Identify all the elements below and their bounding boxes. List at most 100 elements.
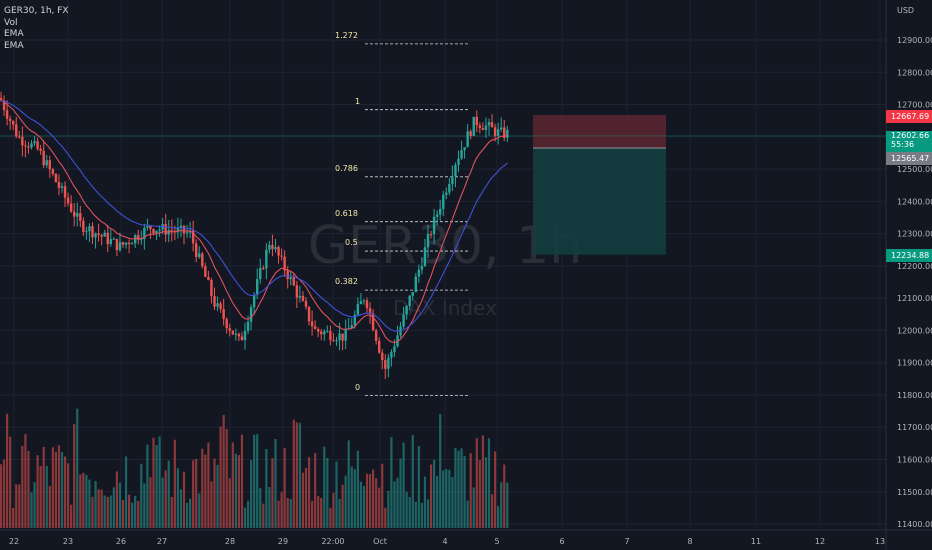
currency-label: USD xyxy=(897,6,915,15)
volume-bar xyxy=(387,490,390,528)
candle-body xyxy=(201,253,204,267)
volume-bar xyxy=(286,497,289,528)
entry-price-label: 12565.47 xyxy=(886,152,932,165)
candle-body xyxy=(246,321,250,331)
candle-body xyxy=(51,169,55,174)
candle-body xyxy=(85,231,88,233)
candle-body xyxy=(262,267,265,269)
candle-body xyxy=(228,328,231,331)
volume-bar xyxy=(33,482,36,528)
volume-bar xyxy=(94,480,97,528)
volume-bar xyxy=(423,476,427,528)
candle-body xyxy=(5,110,9,119)
candle-body xyxy=(298,295,302,298)
volume-bar xyxy=(149,477,152,528)
candle-body xyxy=(39,148,42,151)
volume-bar xyxy=(158,436,161,528)
volume-bar xyxy=(429,464,433,528)
candle-body xyxy=(353,314,356,326)
volume-bar xyxy=(338,499,341,528)
volume-bar xyxy=(85,474,88,528)
candle-body xyxy=(365,300,369,309)
volume-bar xyxy=(228,478,231,528)
volume-bar xyxy=(484,457,488,528)
volume-bar xyxy=(268,487,271,528)
candle-body xyxy=(356,304,360,315)
candle-body xyxy=(432,216,436,235)
legend-volume[interactable]: Vol xyxy=(4,17,18,28)
candle-body xyxy=(69,203,73,212)
candle-body xyxy=(478,125,482,129)
fib-level-label: 0.618 xyxy=(335,208,358,218)
candle-body xyxy=(362,300,366,302)
candle-body xyxy=(60,186,64,188)
price-tick-label: 11800.00 xyxy=(897,391,932,400)
time-tick-label: 29 xyxy=(278,537,288,546)
candle-body xyxy=(103,232,106,237)
time-tick-label: 7 xyxy=(624,537,629,546)
candle-body xyxy=(341,333,344,341)
volume-bar xyxy=(405,491,408,528)
volume-bar xyxy=(176,468,179,528)
candle-body xyxy=(466,131,469,148)
volume-bar xyxy=(134,495,137,528)
volume-bar xyxy=(478,460,481,528)
volume-bar xyxy=(262,503,265,528)
candle-body xyxy=(259,267,262,280)
ema-slow-line xyxy=(0,99,508,332)
volume-bar xyxy=(332,492,335,528)
candle-body xyxy=(237,333,241,337)
volume-bar xyxy=(67,463,70,528)
candle-body xyxy=(12,121,15,125)
candle-body xyxy=(368,308,372,314)
volume-bar xyxy=(320,497,323,528)
volume-bar xyxy=(109,495,112,528)
candle-body xyxy=(332,340,335,342)
candle-body xyxy=(493,127,497,136)
volume-bar xyxy=(140,463,143,528)
fib-level-label: 1 xyxy=(355,96,361,106)
candle-body xyxy=(21,136,24,146)
volume-bar xyxy=(12,507,15,528)
fib-level-label: 0.5 xyxy=(345,238,358,248)
volume-bar xyxy=(250,460,253,528)
volume-bar xyxy=(295,422,298,528)
legend-symbol[interactable]: GER30, 1h, FX xyxy=(4,6,69,16)
candle-body xyxy=(435,214,439,217)
candle-body xyxy=(323,331,326,335)
legend-ema-slow[interactable]: EMA xyxy=(4,40,24,51)
candle-body xyxy=(130,243,134,245)
volume-bar xyxy=(265,449,268,528)
volume-bar xyxy=(73,423,76,528)
volume-bar xyxy=(396,477,399,528)
candle-body xyxy=(402,314,405,327)
time-tick-label: 4 xyxy=(442,537,447,546)
candle-body xyxy=(140,239,143,241)
candle-body xyxy=(374,330,378,341)
volume-bar xyxy=(124,456,128,528)
volume-bar xyxy=(500,482,503,528)
volume-bar xyxy=(457,450,460,528)
candle-body xyxy=(280,255,283,257)
candle-body xyxy=(124,242,128,245)
volume-bar xyxy=(100,489,103,528)
volume-bar xyxy=(402,442,405,528)
candle-body xyxy=(359,301,363,305)
legend-ema-fast[interactable]: EMA xyxy=(4,29,24,39)
volume-bar xyxy=(368,474,372,528)
candle-body xyxy=(88,226,91,232)
candle-body xyxy=(198,253,201,258)
volume-bar xyxy=(192,460,195,528)
price-tick-label: 12000.00 xyxy=(897,326,932,335)
volume-bar xyxy=(481,435,484,528)
candle-body xyxy=(292,277,295,286)
volume-bar xyxy=(375,478,378,528)
volume-bar xyxy=(487,438,491,528)
candles-group xyxy=(0,91,509,379)
volume-bar xyxy=(289,499,292,528)
volume-bar xyxy=(161,477,164,528)
volume-bar xyxy=(24,434,27,528)
volume-bar xyxy=(121,500,125,528)
volume-bar xyxy=(118,482,122,528)
